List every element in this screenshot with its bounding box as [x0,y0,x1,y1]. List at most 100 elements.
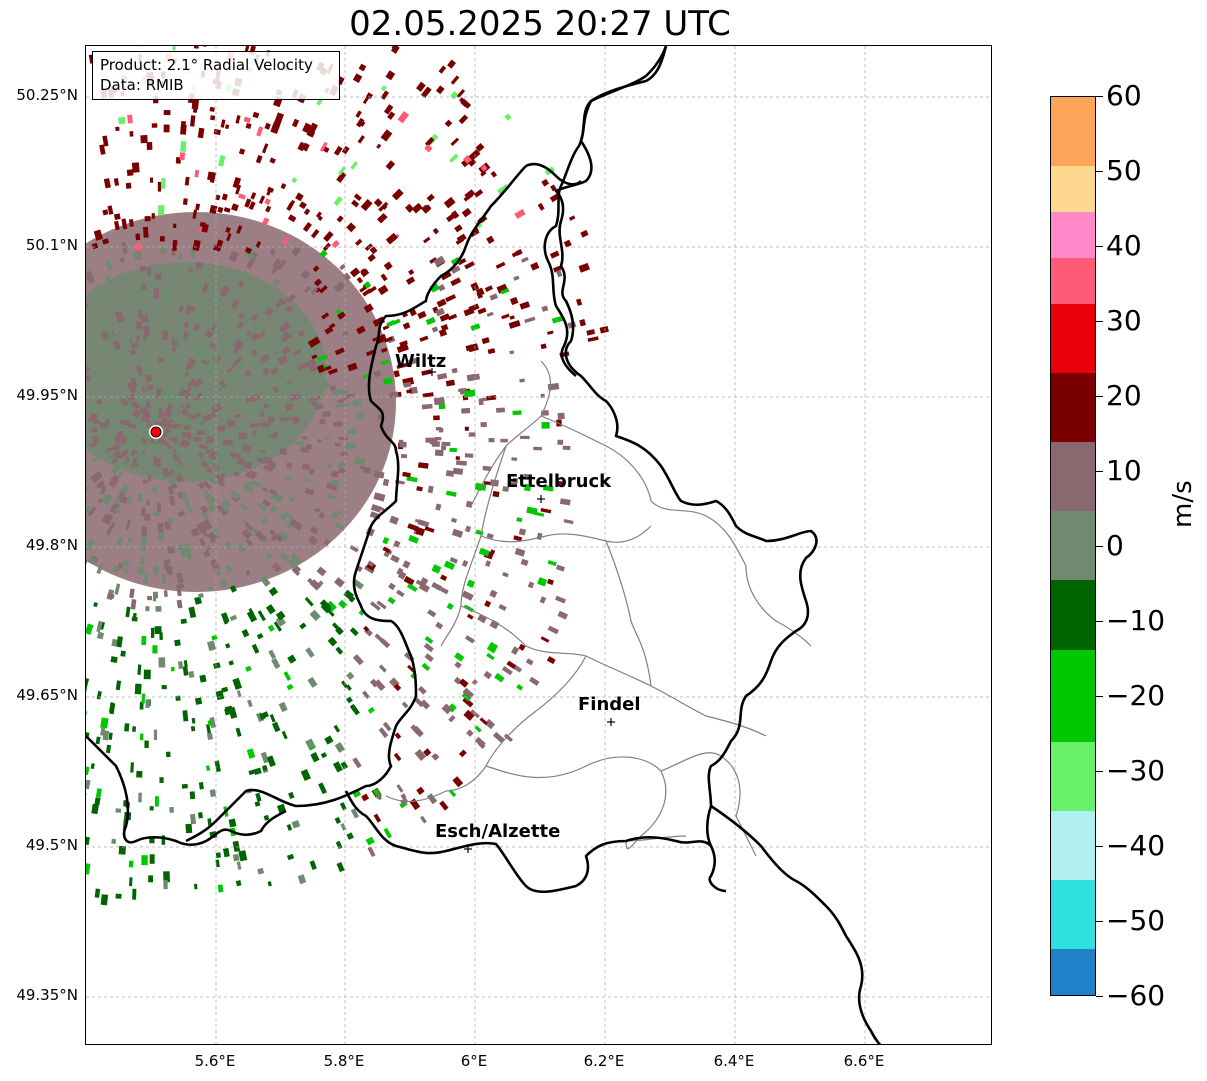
colorbar-segment [1051,879,1095,949]
echo-pixel [159,236,165,242]
echo-pixel [107,205,114,215]
echo-pixel [96,296,105,305]
echo-pixel [101,494,110,504]
echo-pixel [340,761,349,770]
echo-pixel [513,665,523,673]
echo-pixel [94,797,101,806]
echo-pixel [93,229,104,241]
lat-tick-label: 50.25°N [16,86,78,104]
echo-pixel [273,621,282,632]
echo-pixel [217,884,224,893]
echo-pixel [373,198,383,208]
colorbar-tick-label: 40 [1106,229,1142,262]
echo-pixel [155,606,162,612]
echo-pixel [232,853,240,862]
echo-pixel [113,213,121,220]
echo-pixel [256,457,268,464]
echo-pixel [375,793,382,801]
colorbar-tick-label: −10 [1106,604,1166,637]
echo-pixel [200,505,209,514]
echo-pixel [267,415,275,423]
echo-pixel [95,284,102,295]
echo-pixel [262,367,270,376]
echo-pixel [338,599,348,609]
echo-pixel [233,413,241,419]
echo-pixel [148,875,153,883]
echo-pixel [104,513,114,525]
colorbar-segment [1051,649,1095,742]
canton-boundaries [385,360,812,857]
echo-pixel [263,306,274,317]
colorbar-tick-label: −20 [1106,679,1166,712]
echo-pixel [108,732,113,740]
echo-pixel [335,840,343,850]
echo-pixel [192,281,202,294]
echo-pixel [383,104,394,115]
colorbar-tick-label: −60 [1106,979,1166,1012]
echo-pixel [171,428,178,435]
map-frame [85,45,992,1045]
echo-pixel [451,528,464,538]
echo-pixel [127,537,134,543]
echo-pixel [352,399,362,407]
echo-pixel [161,330,169,341]
echo-pixel [96,620,103,633]
echo-pixel [254,321,263,331]
echo-pixel [172,460,184,473]
echo-pixel [407,523,419,532]
echo-pixel [253,767,262,776]
echo-pixel [154,469,162,475]
echo-pixel [516,517,523,523]
echo-pixel [104,274,112,283]
echo-pixel [385,232,398,245]
echo-pixel [204,361,214,371]
echo-pixel [111,838,117,844]
echo-pixel [126,381,137,394]
echo-pixel [286,369,295,377]
echo-pixel [281,346,291,356]
echo-pixel [289,392,301,402]
echo-pixel [126,393,136,402]
echo-pixel [334,347,345,356]
echo-pixel [382,478,390,487]
echo-pixel [134,683,142,695]
echo-pixel [486,644,497,654]
echo-pixel [207,475,218,486]
echo-pixel [90,763,95,770]
echo-pixel [210,558,220,571]
echo-pixel [334,577,345,588]
echo-pixel [255,154,263,164]
echo-pixel [192,377,204,389]
data-source-label: Data: RMIB [100,76,184,94]
echo-pixel [448,715,456,723]
echo-pixel [445,490,457,497]
echo-pixel [316,364,326,374]
echo-pixel [542,485,554,492]
national-borders [86,46,882,1044]
lon-tick-label: 5.8°E [323,1052,365,1070]
echo-pixel [118,272,125,281]
echo-pixel [291,118,300,128]
echo-pixel [188,606,197,619]
echo-pixel [278,429,286,436]
echo-pixel [391,188,404,201]
colorbar-segment [1051,166,1095,213]
echo-pixel [184,403,191,411]
echo-pixel [288,791,295,800]
echo-pixel [367,560,375,567]
echo-pixel [135,320,144,331]
echo-pixel [369,678,379,688]
echo-pixel [172,223,177,229]
echo-pixel [446,602,454,611]
echo-pixel [99,422,109,429]
echo-pixel [228,660,234,666]
echo-pixel [176,572,184,584]
echo-pixel [502,486,510,492]
echo-pixel [556,480,564,485]
echo-pixel [462,687,475,699]
echo-pixel [396,343,409,353]
echo-pixel [373,492,386,502]
echo-pixel [190,412,202,420]
colorbar-segment [1051,442,1095,512]
echo-pixel [474,725,482,733]
